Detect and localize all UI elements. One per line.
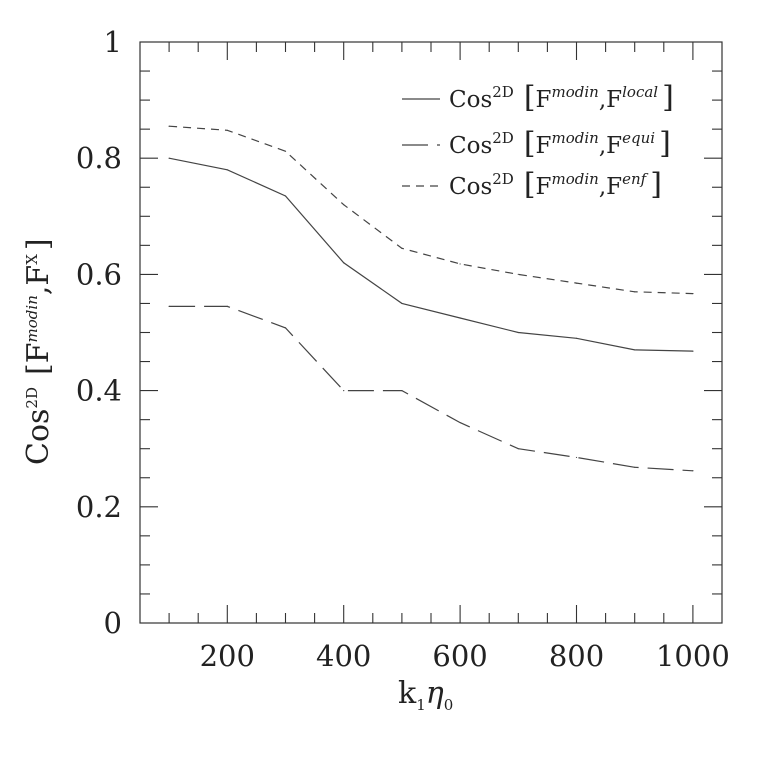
y-tick-label: 0.4 — [76, 374, 122, 408]
data-point — [634, 466, 636, 468]
data-point — [634, 291, 636, 293]
series-line-short-dash — [169, 125, 693, 295]
axis-ticks — [140, 41, 722, 624]
data-point — [517, 273, 519, 275]
y-tick-label: 0.2 — [76, 490, 122, 524]
data-point — [401, 302, 403, 305]
data-point — [517, 448, 519, 450]
data-point — [284, 195, 287, 197]
data-point — [692, 292, 694, 295]
data-point — [343, 204, 345, 206]
data-point — [343, 390, 345, 392]
data-point — [168, 157, 170, 159]
data-point — [226, 169, 228, 171]
data-point — [284, 150, 287, 152]
series-line-long-dash — [169, 305, 693, 472]
x-tick-label: 600 — [432, 639, 487, 673]
data-point — [168, 125, 170, 127]
data-point — [226, 305, 228, 307]
data-point — [634, 349, 636, 351]
data-point — [401, 247, 403, 249]
data-point — [168, 305, 170, 307]
x-tick-label: 400 — [316, 639, 371, 673]
data-point — [459, 421, 461, 424]
legend-label-local: Cos2D [Fmodin,Flocal] — [449, 80, 674, 115]
data-point — [692, 350, 694, 352]
data-point — [226, 129, 228, 131]
y-axis-label: Cos2D[Fmodin,FX] — [21, 238, 56, 465]
data-point — [459, 317, 461, 319]
data-point — [692, 470, 694, 472]
data-point — [575, 337, 578, 339]
data-point — [343, 262, 345, 264]
y-tick-label: 0 — [104, 606, 122, 640]
tick-labels: 200 400 600 800 1000 0 0.2 0.4 0.6 0.8 1 — [76, 25, 730, 673]
series-lines — [168, 125, 694, 472]
legend-label-enf: Cos2D [Fmodin,Fenf] — [449, 167, 662, 202]
x-axis-label: k1η0 — [398, 676, 453, 714]
x-tick-label: 800 — [549, 639, 604, 673]
x-tick-label: 1000 — [656, 639, 730, 673]
data-point — [575, 282, 578, 284]
data-point — [459, 263, 461, 265]
data-point — [517, 331, 519, 334]
y-tick-label: 1 — [104, 25, 122, 59]
y-tick-label: 0.8 — [76, 141, 122, 175]
legend: Cos2D [Fmodin,Flocal] Cos2D [Fmodin,Fequi]… — [402, 80, 674, 202]
data-point — [575, 456, 578, 459]
data-point — [401, 390, 403, 392]
x-tick-label: 200 — [200, 639, 255, 673]
legend-label-equi: Cos2D [Fmodin,Fequi] — [449, 126, 671, 161]
data-point — [284, 327, 287, 329]
series-line-solid — [168, 157, 693, 352]
y-tick-label: 0.6 — [76, 257, 122, 291]
